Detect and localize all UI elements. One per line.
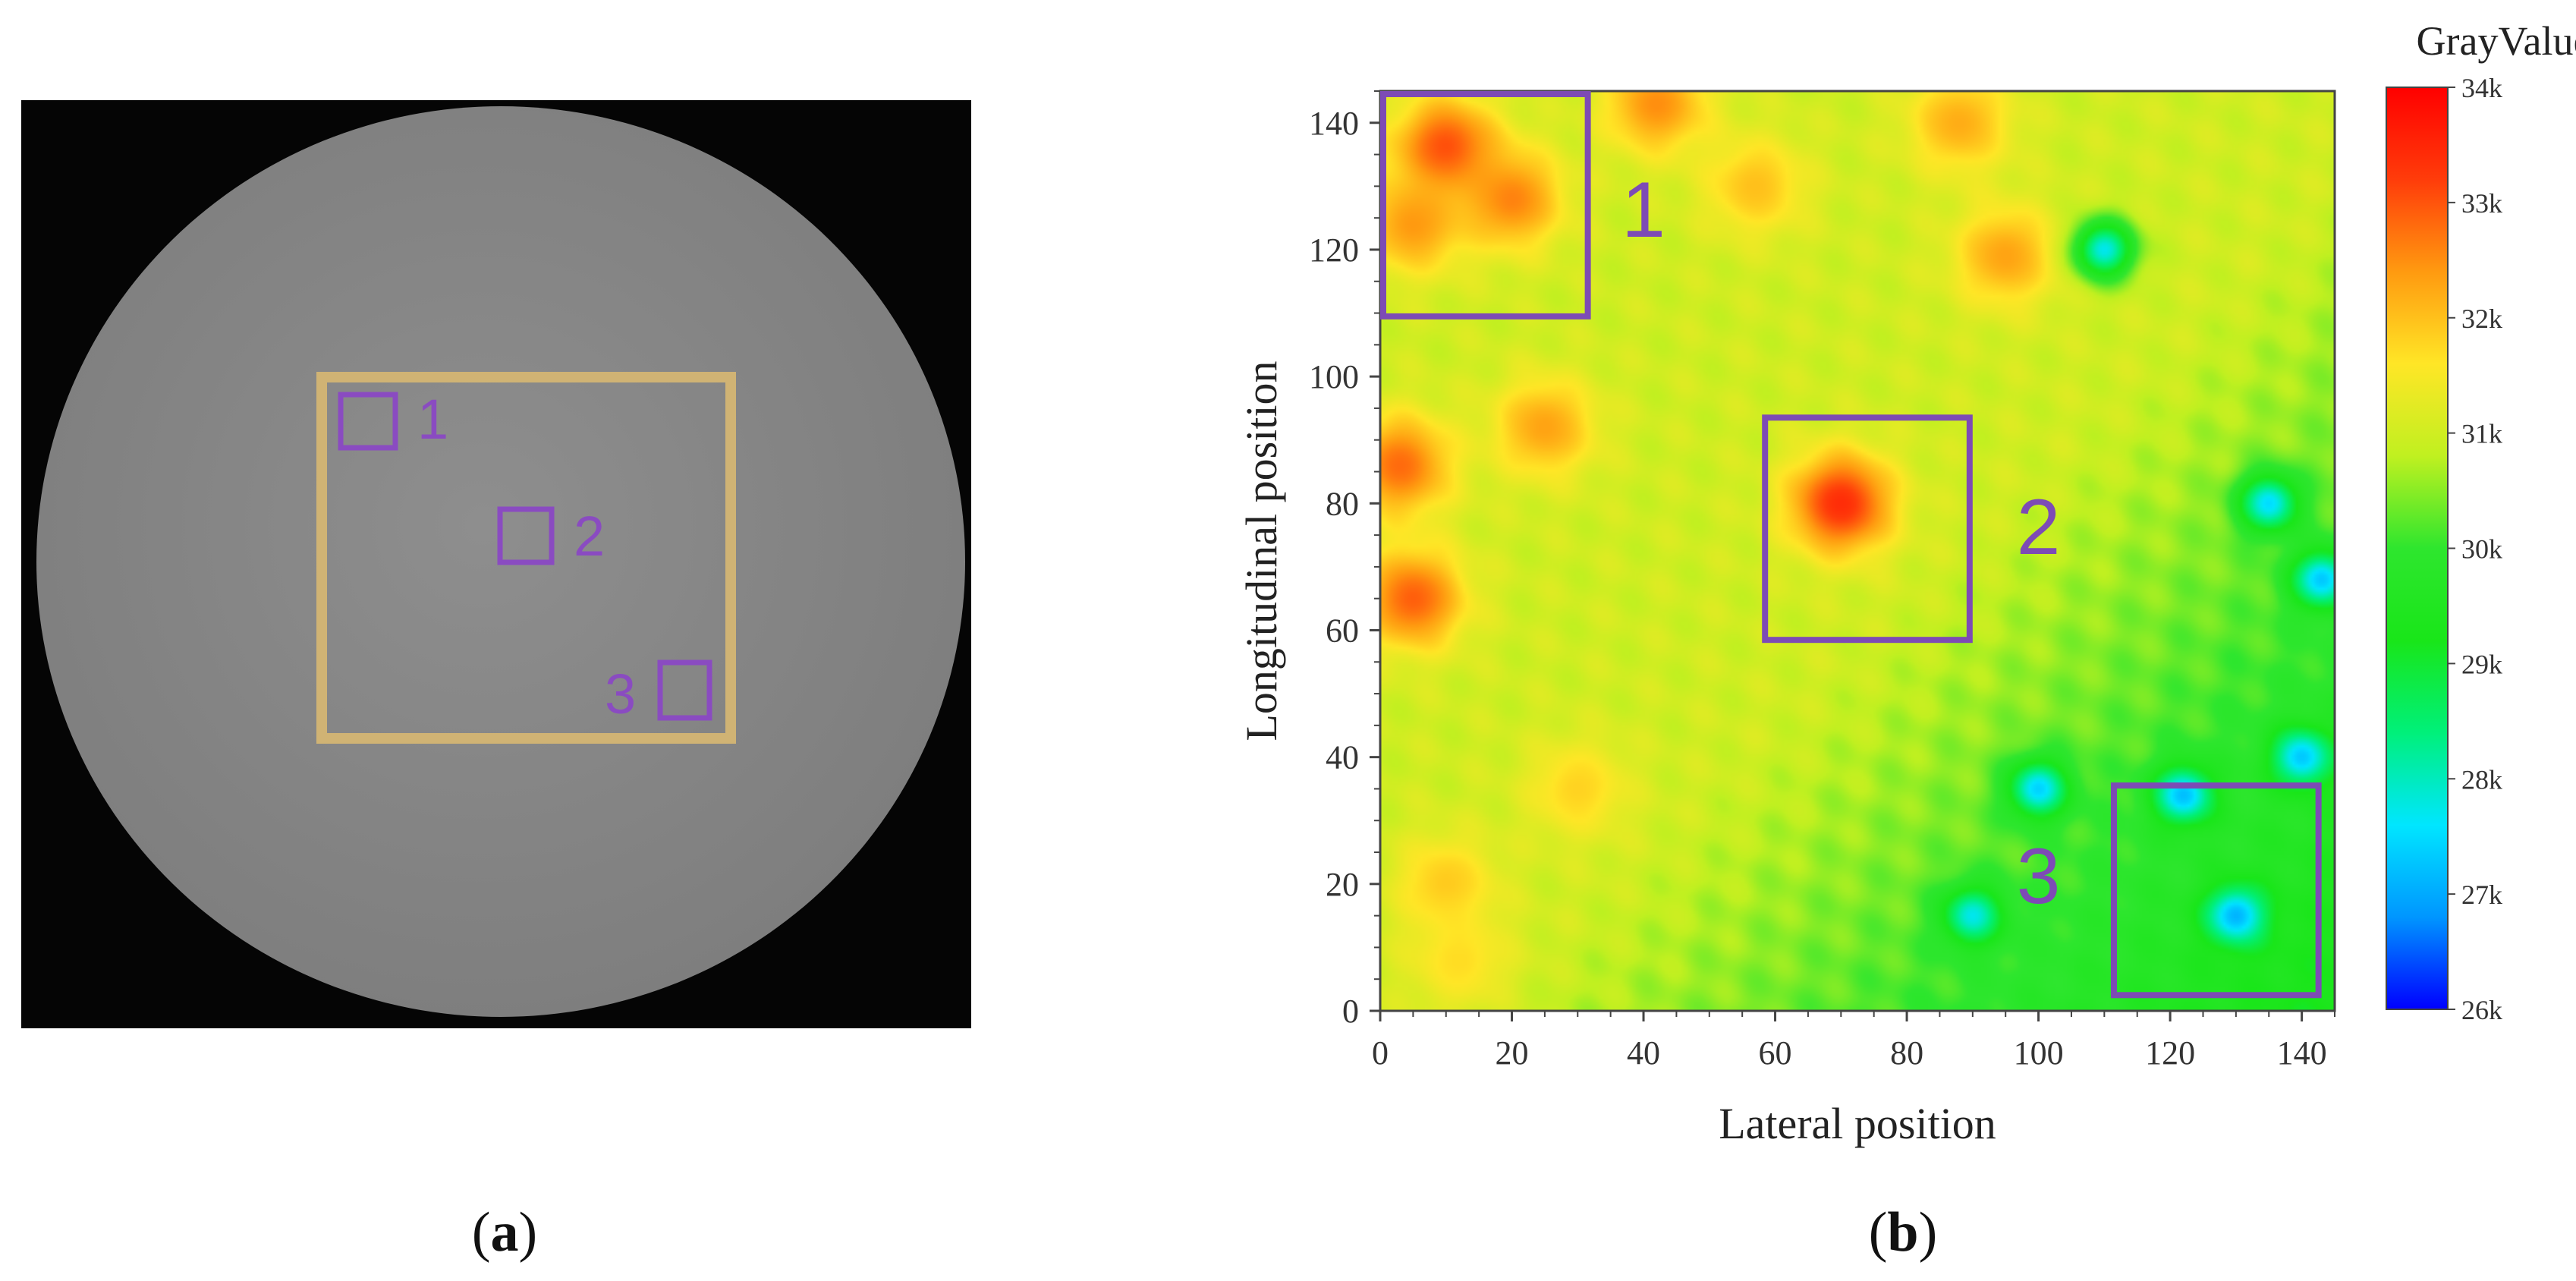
- x-tick: 60: [1759, 1011, 1792, 1072]
- y-tick: 0: [1342, 993, 1380, 1030]
- x-tick: 80: [1890, 1011, 1923, 1072]
- x-axis-label: Lateral position: [1719, 1099, 1996, 1148]
- y-tick-label: 40: [1326, 739, 1359, 776]
- colorbar-tick-label: 28k: [2461, 764, 2502, 795]
- x-tick-label: 120: [2145, 1034, 2195, 1072]
- roi-label-1: 1: [417, 388, 448, 451]
- x-tick: 0: [1372, 1011, 1389, 1072]
- region-frames: 1 2 3: [1380, 91, 2322, 999]
- y-tick: 80: [1326, 485, 1380, 522]
- colorbar-gradient: [2386, 87, 2449, 1010]
- roi-box-1: [338, 392, 398, 451]
- colorbar-tick-label: 26k: [2461, 995, 2502, 1025]
- y-tick: 100: [1309, 358, 1380, 395]
- roi-label-3: 3: [605, 663, 636, 725]
- panel-b-heatmap: 1 2 3 0 20 40 60 80 100 120 140 0 20 40 60 80 100 120 140…: [1237, 18, 2576, 1148]
- axes: 0 20 40 60 80 100 120 140 0 20 40 60 80 100 120 140: [1309, 90, 2335, 1072]
- scan-region-frame: [316, 372, 736, 744]
- y-tick-label: 80: [1326, 485, 1359, 522]
- colorbar-tick-label: 32k: [2461, 304, 2502, 334]
- region-frame-3: [2111, 782, 2322, 999]
- x-tick-label: 140: [2277, 1034, 2327, 1072]
- x-tick: 120: [2145, 1011, 2195, 1072]
- y-tick-label: 60: [1326, 612, 1359, 649]
- heatmap-surface: [1380, 91, 2335, 1011]
- x-tick: 20: [1496, 1011, 1529, 1072]
- caption-b: (b): [1869, 1201, 1937, 1264]
- x-tick-label: 40: [1627, 1034, 1660, 1072]
- caption-a-letter: a: [491, 1201, 519, 1264]
- caption-a: (a): [472, 1201, 537, 1264]
- colorbar-tick-label: 29k: [2461, 649, 2502, 679]
- y-tick-label: 120: [1309, 231, 1359, 269]
- roi-box-3: [657, 659, 712, 721]
- y-tick: 40: [1326, 739, 1380, 776]
- colorbar-ticks: 34k 33k 32k 31k 30k 29k 28k 27k 26k: [2448, 73, 2502, 1025]
- panel-captions: (a) (b): [472, 1201, 1937, 1264]
- panel-a-photo: 1 2 3: [21, 100, 971, 1028]
- y-tick: 20: [1326, 866, 1380, 903]
- y-tick: 140: [1309, 105, 1380, 142]
- region-label-2: 2: [2017, 483, 2061, 571]
- y-tick-label: 140: [1309, 105, 1359, 142]
- x-tick-label: 0: [1372, 1034, 1389, 1072]
- colorbar-tick-label: 34k: [2461, 73, 2502, 103]
- y-tick: 60: [1326, 612, 1380, 649]
- colorbar-tick-label: 33k: [2461, 188, 2502, 219]
- y-tick: 120: [1309, 231, 1380, 269]
- region-frame-2: [1762, 414, 1973, 644]
- colorbar-tick-label: 30k: [2461, 534, 2502, 565]
- x-tick: 40: [1627, 1011, 1660, 1072]
- roi-label-2: 2: [574, 505, 605, 568]
- x-tick-label: 60: [1759, 1034, 1792, 1072]
- region-label-1: 1: [1621, 166, 1665, 254]
- x-tick-label: 80: [1890, 1034, 1923, 1072]
- x-tick-label: 20: [1496, 1034, 1529, 1072]
- y-tick-label: 0: [1342, 993, 1359, 1030]
- roi-box-2: [497, 506, 555, 565]
- colorbar: GrayValue 34k 33k 32k 31k 30k 29k 28k 27k 26k: [2386, 18, 2576, 1025]
- colorbar-tick-label: 31k: [2461, 419, 2502, 449]
- colorbar-tick-label: 27k: [2461, 880, 2502, 910]
- plot-frame: [1379, 90, 2336, 1012]
- y-tick-label: 100: [1309, 358, 1359, 395]
- region-label-3: 3: [2017, 832, 2061, 921]
- y-axis-label: Longitudinal position: [1237, 360, 1286, 741]
- x-tick: 140: [2277, 1011, 2327, 1072]
- colorbar-title: GrayValue: [2417, 18, 2576, 64]
- x-tick-label: 100: [2014, 1034, 2064, 1072]
- region-frame-1: [1380, 91, 1591, 319]
- caption-b-letter: b: [1887, 1201, 1918, 1264]
- y-tick-label: 20: [1326, 866, 1359, 903]
- x-tick: 100: [2014, 1011, 2064, 1072]
